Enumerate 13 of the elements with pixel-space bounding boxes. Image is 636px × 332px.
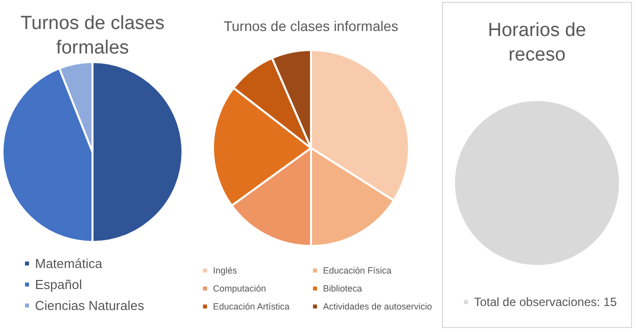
legend-label: Actividades de autoservicio	[323, 302, 432, 312]
legend-label: Español	[35, 277, 82, 292]
chart-title: Turnos de clases informales	[224, 18, 398, 34]
chart-title: Horarios de receso	[488, 20, 586, 66]
legend-label: Educación Física	[323, 266, 392, 276]
legend-label: Computación	[213, 284, 266, 294]
legend-label: Educación Artística	[213, 302, 290, 312]
legend-label: Biblioteca	[323, 284, 362, 294]
legend-label: Ciencias Naturales	[35, 298, 145, 313]
legend-label: Inglés	[213, 266, 238, 276]
legend-label: Total de observaciones: 15	[474, 295, 618, 309]
chart-title: Turnos de clases formales	[20, 12, 164, 59]
legend-label: Matemática	[35, 256, 103, 271]
